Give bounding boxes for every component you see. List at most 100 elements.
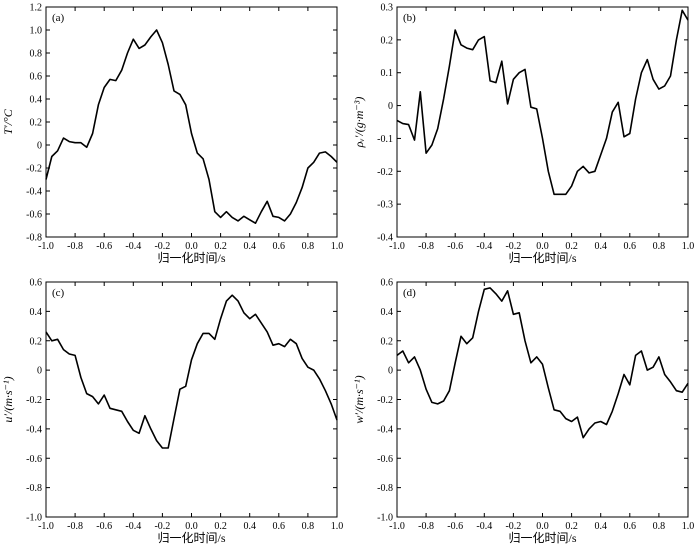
series-line [45, 29, 338, 224]
panel-label: (c) [52, 287, 65, 299]
series-line [396, 9, 689, 196]
x-tick-label: 1.0 [331, 521, 344, 532]
plot-frame [396, 6, 689, 238]
x-tick-label: -1.0 [389, 241, 405, 252]
x-tick-label: 0.0 [536, 521, 549, 532]
y-tick-label: 0.6 [30, 278, 43, 289]
x-tick-label: -0.4 [125, 241, 141, 252]
panel-b: ρᵥ′/(g·m⁻³) 归一化时间/s (b) -1.0 -0.8 -0.6 -0.4… [352, 3, 694, 266]
y-axis-label: T′/°C [1, 108, 15, 134]
panel-label: (b) [403, 12, 416, 24]
x-tick-label: 0.4 [594, 241, 607, 252]
x-tick-label: 0.2 [214, 521, 227, 532]
y-tick-label: 0.4 [30, 307, 43, 318]
y-tick-label: -0.8 [377, 483, 393, 494]
x-tick-label: -0.4 [476, 241, 492, 252]
panel-label: (a) [52, 12, 65, 24]
x-tick-label: 1.0 [682, 521, 695, 532]
x-axis-label: 归一化时间/s [508, 251, 576, 265]
y-tick-label: -1.0 [26, 513, 42, 524]
y-axis-label: ρᵥ′/(g·m⁻³) [352, 97, 366, 149]
y-tick-label: -0.3 [377, 200, 393, 211]
x-tick-label: -0.2 [505, 521, 521, 532]
x-tick-label: -0.2 [154, 241, 170, 252]
x-tick-label: -0.8 [67, 241, 83, 252]
x-tick-label: 0.2 [565, 241, 578, 252]
y-tick-label: 0.2 [381, 35, 394, 46]
y-tick-label: 1.2 [30, 3, 43, 14]
y-tick-label: 1.0 [30, 26, 43, 37]
series-line [396, 287, 689, 439]
y-tick-label: -0.2 [26, 395, 42, 406]
y-tick-label: -0.4 [26, 187, 42, 198]
x-tick-label: -1.0 [389, 521, 405, 532]
x-tick-label: -0.4 [125, 521, 141, 532]
x-tick-label: -0.2 [505, 241, 521, 252]
x-tick-label: 0.6 [624, 521, 637, 532]
x-tick-label: -0.8 [418, 521, 434, 532]
x-tick-label: 0.8 [302, 521, 315, 532]
x-tick-label: 0.8 [302, 241, 315, 252]
x-tick-label: 0.8 [653, 241, 666, 252]
x-tick-label: 0.2 [214, 241, 227, 252]
x-axis-label: 归一化时间/s [157, 251, 225, 265]
x-tick-label: 0.4 [243, 521, 256, 532]
panel-d: w′/(m·s⁻¹) 归一化时间/s (d) -1.0 -0.8 -0.6 -0.4 -… [352, 278, 694, 544]
x-tick-label: 1.0 [331, 241, 344, 252]
y-tick-label: -0.2 [377, 395, 393, 406]
x-tick-label: -0.2 [154, 521, 170, 532]
y-tick-label: 0.1 [381, 68, 394, 79]
y-tick-label: -1.0 [377, 513, 393, 524]
panel-c: u′/(m·s⁻¹) 归一化时间/s (c) -1.0 -0.8 -0.6 -0.4 -… [1, 278, 343, 544]
x-tick-label: -1.0 [38, 521, 54, 532]
x-tick-label: -0.4 [476, 521, 492, 532]
x-tick-label: -1.0 [38, 241, 54, 252]
x-tick-label: -0.6 [96, 241, 112, 252]
x-tick-label: 0.6 [624, 241, 637, 252]
x-tick-label: 0.6 [273, 241, 286, 252]
y-tick-label: 0.4 [30, 95, 43, 106]
x-tick-label: -0.6 [96, 521, 112, 532]
y-tick-label: -0.4 [377, 233, 393, 244]
x-axis-label: 归一化时间/s [157, 531, 225, 544]
y-tick-label: 0 [37, 366, 42, 377]
y-tick-label: 0 [388, 101, 393, 112]
y-tick-label: -0.1 [377, 134, 393, 145]
y-tick-label: 0 [37, 141, 42, 152]
plot-frame [45, 6, 338, 238]
y-tick-label: -0.2 [377, 167, 393, 178]
panel-a: T′/°C 归一化时间/s (a) -1.0 -0.8 -0.6 -0.4 -0.2 0.… [1, 3, 343, 266]
y-tick-label: -0.8 [26, 233, 42, 244]
x-tick-label: 0.0 [536, 241, 549, 252]
y-tick-label: 0.3 [381, 3, 394, 14]
x-tick-label: -0.6 [447, 241, 463, 252]
x-tick-label: 0.8 [653, 521, 666, 532]
x-tick-label: 0.6 [273, 521, 286, 532]
x-tick-label: -0.8 [67, 521, 83, 532]
x-tick-label: -0.8 [418, 241, 434, 252]
y-tick-label: 0 [388, 366, 393, 377]
y-tick-label: -0.8 [26, 483, 42, 494]
y-tick-label: -0.4 [377, 424, 393, 435]
x-tick-label: 1.0 [682, 241, 695, 252]
y-tick-label: 0.2 [30, 118, 43, 129]
y-tick-label: 0.6 [381, 278, 394, 289]
x-tick-label: 0.4 [594, 521, 607, 532]
y-tick-label: -0.2 [26, 164, 42, 175]
y-tick-label: 0.2 [30, 336, 43, 347]
y-tick-label: 0.2 [381, 336, 394, 347]
x-tick-label: 0.4 [243, 241, 256, 252]
y-tick-label: 0.8 [30, 49, 43, 60]
y-axis-label: w′/(m·s⁻¹) [352, 375, 366, 423]
y-tick-label: 0.4 [381, 307, 394, 318]
series-line [45, 294, 338, 449]
panel-label: (d) [403, 287, 416, 299]
plot-frame [396, 281, 689, 518]
y-tick-label: 0.6 [30, 72, 43, 83]
x-tick-label: 0.2 [565, 521, 578, 532]
plot-frame [45, 281, 338, 518]
x-axis-label: 归一化时间/s [508, 531, 576, 544]
y-tick-label: -0.6 [26, 210, 42, 221]
y-axis-label: u′/(m·s⁻¹) [1, 376, 15, 422]
